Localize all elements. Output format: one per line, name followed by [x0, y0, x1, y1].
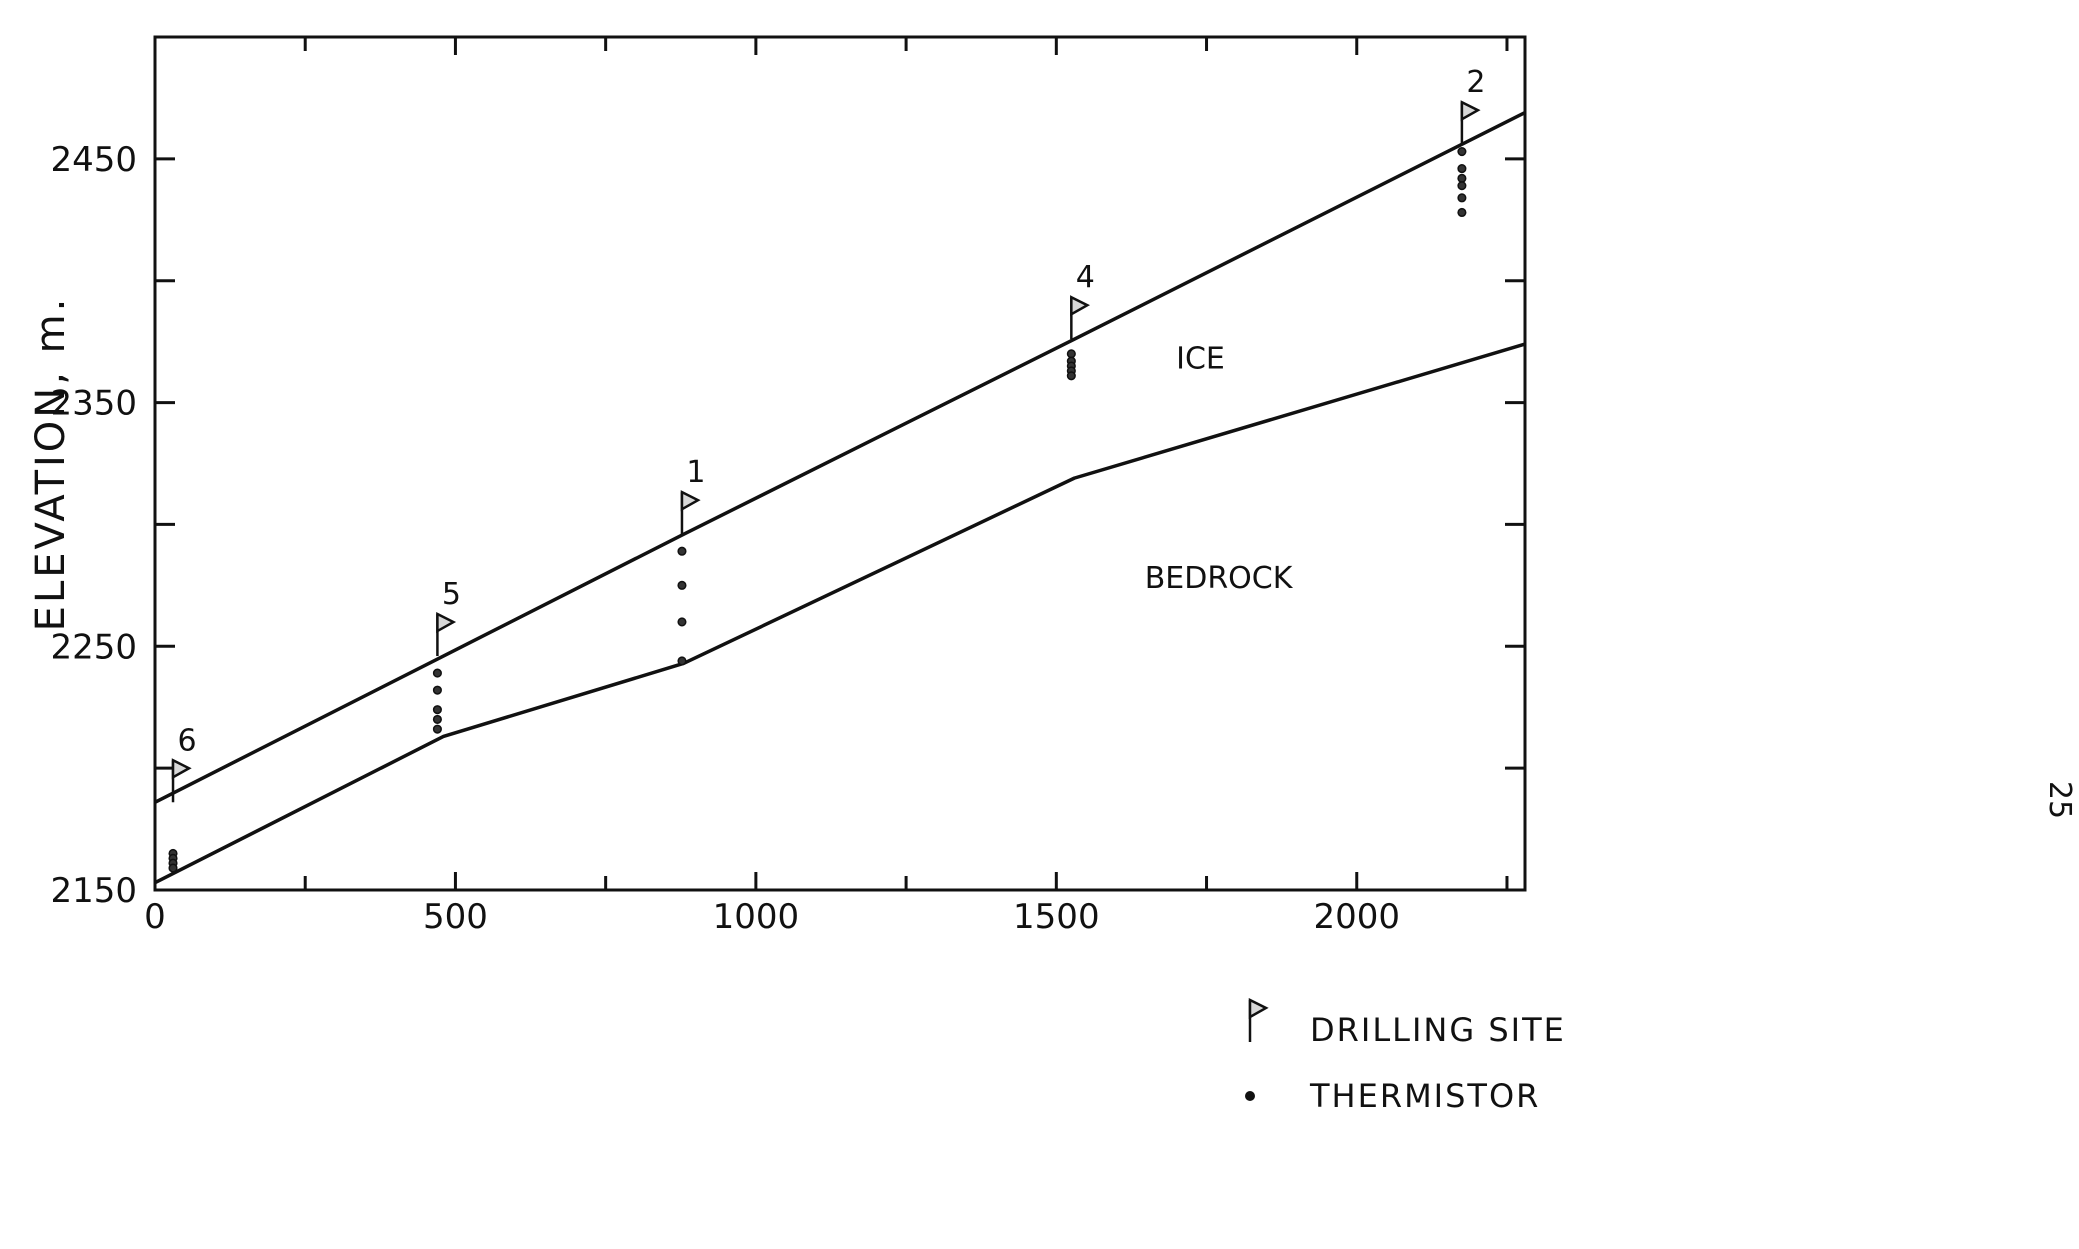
drilling-site-flag — [436, 612, 457, 657]
y-tick-label: 2150 — [50, 871, 137, 911]
drilling-site-4: 4 — [1066, 260, 1095, 381]
drilling-site-label: 2 — [1466, 65, 1485, 100]
thermistor-point — [677, 656, 687, 666]
thermistor-point — [1457, 173, 1467, 183]
legend: DRILLING SITE THERMISTOR — [1245, 997, 1566, 1115]
drilling-site-label: 1 — [686, 455, 705, 490]
thermistor-point — [432, 685, 442, 695]
thermistor-point — [677, 617, 687, 627]
legend-label: DRILLING SITE — [1310, 1011, 1566, 1049]
thermistor-point — [432, 714, 442, 724]
thermistor-point — [1457, 146, 1467, 157]
thermistor-point — [432, 668, 442, 678]
x-tick-label: 500 — [423, 897, 488, 937]
axis-ticks — [153, 35, 1525, 892]
drilling-sites: 6 5 1 4 2 — [168, 65, 1485, 873]
y-tick-label: 2450 — [50, 140, 137, 180]
flag-pennant — [680, 490, 701, 512]
thermistor-point — [1457, 164, 1467, 174]
drilling-site-1: 1 — [677, 455, 706, 666]
drilling-site-2: 2 — [1457, 65, 1485, 218]
legend-dot-marker — [1245, 1091, 1255, 1101]
thermistor-point — [432, 705, 442, 715]
flag-pennant — [436, 612, 457, 634]
series-lines — [154, 110, 1526, 885]
x-tick-label: 1000 — [713, 897, 800, 937]
region-labels: ICE BEDROCK — [1145, 341, 1294, 595]
drilling-site-5: 5 — [432, 577, 461, 734]
x-tick-label: 0 — [144, 897, 166, 937]
flag-pennant — [1070, 295, 1091, 317]
legend-entry-dot: THERMISTOR — [1245, 1077, 1540, 1115]
thermistor-point — [1457, 193, 1467, 203]
drilling-site-flag — [1070, 295, 1091, 340]
thermistor-point — [432, 724, 442, 734]
thermistor-point — [677, 580, 687, 590]
drilling-site-label: 6 — [177, 723, 196, 758]
y-tick-label: 2350 — [50, 384, 137, 424]
thermistor-point — [1066, 371, 1076, 381]
drilling-site-flag — [171, 758, 192, 803]
thermistor-point — [1457, 181, 1467, 191]
legend-flag-marker — [1248, 997, 1269, 1042]
region-label-ice: ICE — [1176, 341, 1225, 376]
thermistor-point — [1066, 349, 1076, 359]
thermistor-point — [168, 863, 178, 873]
x-tick-label: 1500 — [1013, 897, 1100, 937]
page-number: 25 — [2042, 781, 2077, 819]
drilling-site-label: 5 — [442, 577, 461, 612]
legend-label: THERMISTOR — [1309, 1077, 1540, 1115]
legend-entry-flag: DRILLING SITE — [1248, 997, 1566, 1049]
axis-tick-labels: 0 500 1000 1500 2000 2150 2250 2350 2450 — [50, 140, 1400, 937]
flag-pennant — [171, 758, 192, 780]
x-tick-label: 2000 — [1313, 897, 1400, 937]
drilling-site-flag — [1460, 100, 1481, 145]
drilling-site-flag — [680, 490, 701, 535]
region-label-bedrock: BEDROCK — [1145, 561, 1294, 596]
series-line-bedrock-surface — [154, 342, 1526, 885]
thermistor-point — [677, 546, 687, 556]
drilling-site-6: 6 — [168, 723, 197, 873]
series-line-ice-surface — [154, 110, 1526, 804]
drilling-site-label: 4 — [1076, 260, 1095, 295]
flag-pennant — [1248, 997, 1269, 1020]
y-tick-label: 2250 — [50, 627, 137, 667]
thermistor-point — [1457, 207, 1467, 218]
flag-pennant — [1460, 100, 1481, 122]
plot-frame — [153, 35, 1527, 892]
y-axis-label: ELEVATION, m. — [28, 296, 74, 632]
